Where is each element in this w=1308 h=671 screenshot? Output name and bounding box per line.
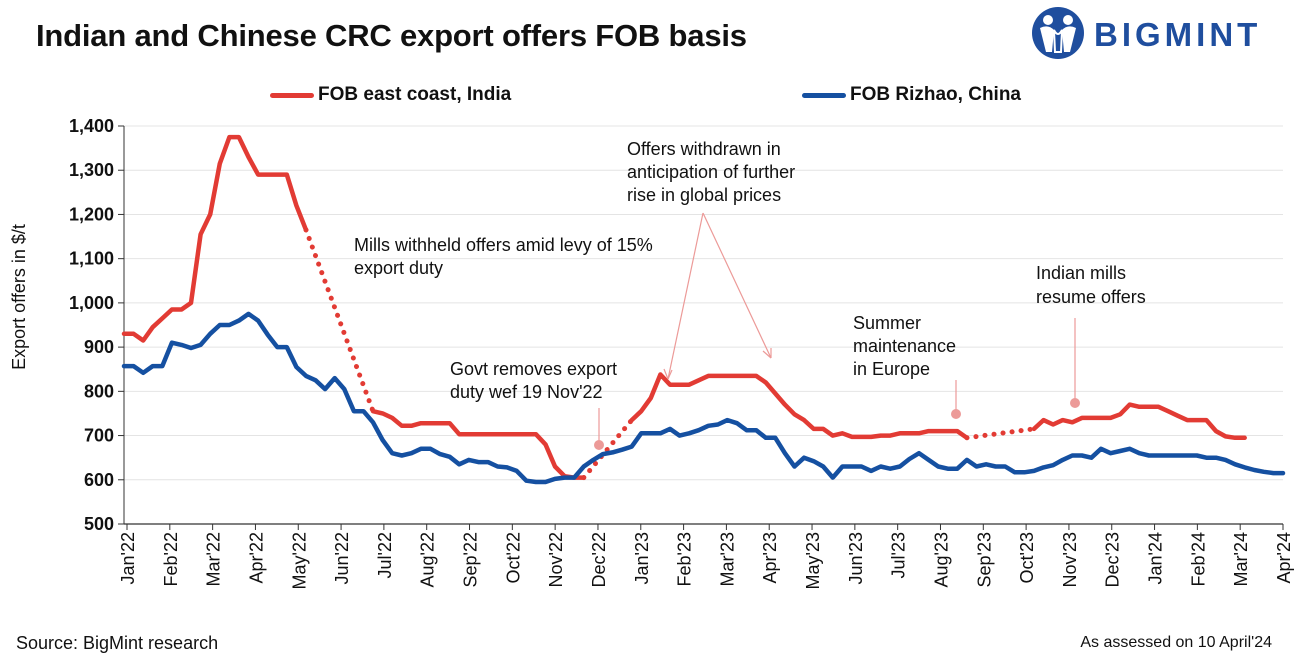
- x-tick-label: Jul'22: [375, 532, 395, 578]
- y-tick-label: 1,300: [69, 160, 114, 180]
- series-line-india: [121, 134, 309, 343]
- annotation-marker: [951, 409, 961, 419]
- y-tick-label: 500: [84, 514, 114, 534]
- annotation-text: Summer: [853, 313, 921, 333]
- series-line-china: [121, 311, 1286, 485]
- annotation-arrow: [702, 212, 772, 359]
- annotation-text: Mills withheld offers amid levy of 15%: [354, 235, 653, 255]
- x-tick-label: Nov'22: [546, 532, 566, 587]
- x-tick-label: Jan'22: [118, 532, 138, 584]
- x-tick-label: May'22: [289, 532, 309, 589]
- legend-label-india: FOB east coast, India: [318, 84, 512, 105]
- x-tick-label: Feb'23: [675, 532, 695, 586]
- x-tick-label: Mar'22: [204, 532, 224, 586]
- annotation-arrow: [667, 212, 704, 380]
- x-tick-label: Nov'23: [1060, 532, 1080, 587]
- x-tick-label: Oct'22: [503, 532, 523, 583]
- annotation-text: anticipation of further: [627, 162, 795, 182]
- annotation-text: Indian mills: [1036, 263, 1126, 283]
- x-tick-label: Oct'23: [1017, 532, 1037, 583]
- x-tick-label: Aug'22: [418, 532, 438, 588]
- x-tick-label: Apr'22: [246, 532, 266, 583]
- y-tick-label: 800: [84, 381, 114, 401]
- x-tick-label: May'23: [803, 532, 823, 589]
- x-tick-label: Sep'23: [974, 532, 994, 588]
- people-icon: [1032, 7, 1084, 59]
- assessed-note: As assessed on 10 April'24: [1080, 634, 1272, 651]
- series-line-india: [629, 372, 970, 441]
- x-tick-label: Apr'24: [1274, 532, 1294, 583]
- annotation-arrowhead: [663, 368, 673, 380]
- y-tick-label: 1,000: [69, 293, 114, 313]
- x-tick-label: Feb'22: [161, 532, 181, 586]
- annotation-marker: [1070, 398, 1080, 408]
- series-line-india: [1031, 402, 1247, 441]
- chart-title: Indian and Chinese CRC export offers FOB…: [36, 18, 747, 53]
- y-tick-label: 700: [84, 426, 114, 446]
- y-tick-label: 1,100: [69, 249, 114, 269]
- annotation-arrowhead: [762, 348, 772, 359]
- legend-swatch-india: [270, 92, 314, 98]
- brand-name: BIGMINT: [1094, 16, 1262, 53]
- annotation-text: Govt removes export: [450, 359, 617, 379]
- x-tick-label: Mar'23: [717, 532, 737, 586]
- x-tick-label: Dec'23: [1103, 532, 1123, 587]
- x-tick-label: Jan'23: [632, 532, 652, 584]
- annotation-text: Offers withdrawn in: [627, 139, 781, 159]
- y-tick-label: 1,400: [69, 116, 114, 136]
- annotation-text: resume offers: [1036, 287, 1146, 307]
- x-tick-label: Sep'22: [461, 532, 481, 588]
- legend-item-china: FOB Rizhao, China: [802, 84, 1021, 106]
- annotation-marker: [594, 440, 604, 450]
- annotation-text: duty wef 19 Nov'22: [450, 382, 603, 402]
- x-tick-label: Dec'22: [589, 532, 609, 587]
- brand-logo: BIGMINT: [1030, 4, 1300, 64]
- x-tick-label: Feb'24: [1188, 532, 1208, 586]
- x-tick-label: Aug'23: [931, 532, 951, 588]
- series-line-india: [964, 426, 1037, 441]
- annotation-text: in Europe: [853, 359, 930, 379]
- x-tick-label: Jul'23: [889, 532, 909, 578]
- series-line-india: [370, 408, 587, 480]
- y-tick-label: 1,200: [69, 204, 114, 224]
- source-note: Source: BigMint research: [16, 633, 219, 653]
- y-tick-label: 600: [84, 470, 114, 490]
- series-line-india: [581, 417, 635, 481]
- x-tick-label: Jun'23: [846, 532, 866, 584]
- legend-item-india: FOB east coast, India: [270, 84, 511, 106]
- x-tick-label: Apr'23: [760, 532, 780, 583]
- y-axis-label: Export offers in $/t: [9, 224, 29, 370]
- legend-swatch-china: [802, 92, 846, 98]
- x-tick-label: Jan'24: [1146, 532, 1166, 584]
- annotation-text: maintenance: [853, 336, 956, 356]
- x-tick-label: Jun'22: [332, 532, 352, 584]
- x-tick-label: Mar'24: [1231, 532, 1251, 586]
- annotation-text: rise in global prices: [627, 185, 781, 205]
- y-tick-label: 900: [84, 337, 114, 357]
- legend-label-china: FOB Rizhao, China: [850, 84, 1021, 105]
- annotation-text: export duty: [354, 258, 443, 278]
